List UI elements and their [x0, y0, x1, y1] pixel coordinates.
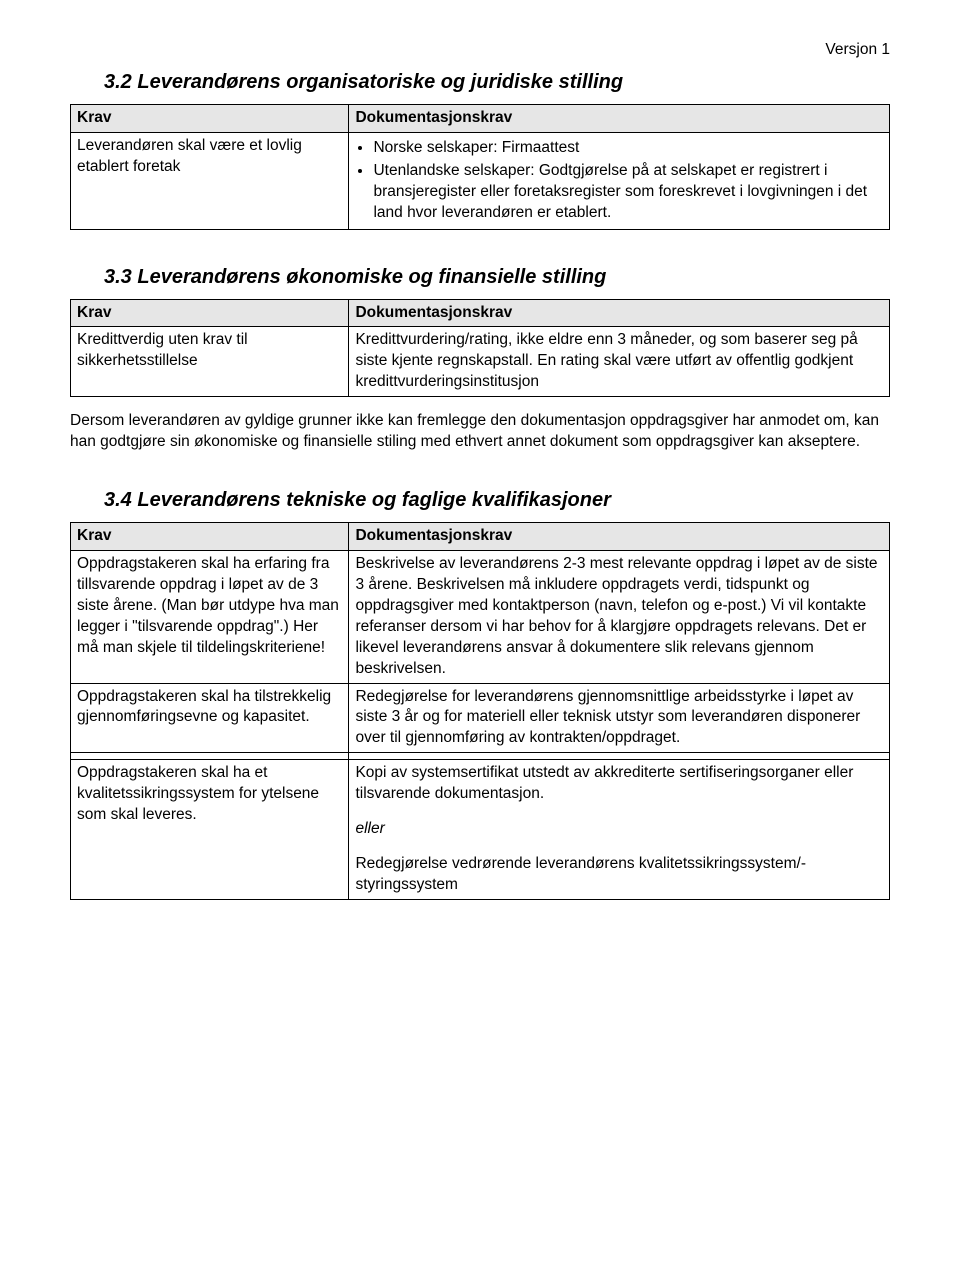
cell-dok: Kredittvurdering/rating, ikke eldre enn … [349, 327, 890, 397]
table-header-row: Krav Dokumentasjonskrav [71, 104, 890, 132]
cell-krav: Leverandøren skal være et lovlig etabler… [71, 132, 349, 229]
header-krav: Krav [71, 523, 349, 551]
dok-text-eller: eller [355, 819, 883, 840]
dok-text-b: Redegjørelse vedrørende leverandørens kv… [355, 854, 883, 896]
heading-3-4: 3.4 Leverandørens tekniske og faglige kv… [104, 487, 890, 514]
cell-empty [71, 753, 349, 760]
header-dok: Dokumentasjonskrav [349, 104, 890, 132]
cell-dok: Kopi av systemsertifikat utstedt av akkr… [349, 760, 890, 900]
table-row: Oppdragstakeren skal ha tilstrekkelig gj… [71, 683, 890, 753]
table-row: Oppdragstakeren skal ha erfaring fra til… [71, 550, 890, 683]
bullet-item: Norske selskaper: Firmaattest [373, 138, 883, 159]
table-3-4: Krav Dokumentasjonskrav Oppdragstakeren … [70, 522, 890, 900]
header-dok: Dokumentasjonskrav [349, 523, 890, 551]
table-3-2: Krav Dokumentasjonskrav Leverandøren ska… [70, 104, 890, 230]
table-row: Oppdragstakeren skal ha et kvalitetssikr… [71, 760, 890, 900]
cell-krav: Oppdragstakeren skal ha et kvalitetssikr… [71, 760, 349, 900]
table-row: Leverandøren skal være et lovlig etabler… [71, 132, 890, 229]
cell-krav: Oppdragstakeren skal ha tilstrekkelig gj… [71, 683, 349, 753]
table-header-row: Krav Dokumentasjonskrav [71, 523, 890, 551]
cell-krav: Oppdragstakeren skal ha erfaring fra til… [71, 550, 349, 683]
heading-3-2: 3.2 Leverandørens organisatoriske og jur… [104, 69, 890, 96]
cell-dok: Norske selskaper: Firmaattest Utenlandsk… [349, 132, 890, 229]
cell-dok: Beskrivelse av leverandørens 2-3 mest re… [349, 550, 890, 683]
header-krav: Krav [71, 299, 349, 327]
header-dok: Dokumentasjonskrav [349, 299, 890, 327]
paragraph-3-3: Dersom leverandøren av gyldige grunner i… [70, 411, 890, 453]
version-label: Versjon 1 [70, 40, 890, 61]
heading-3-3: 3.3 Leverandørens økonomiske og finansie… [104, 264, 890, 291]
cell-krav: Kredittverdig uten krav til sikkerhetsst… [71, 327, 349, 397]
cell-dok: Redegjørelse for leverandørens gjennomsn… [349, 683, 890, 753]
table-row-spacer [71, 753, 890, 760]
cell-empty [349, 753, 890, 760]
table-header-row: Krav Dokumentasjonskrav [71, 299, 890, 327]
header-krav: Krav [71, 104, 349, 132]
table-3-3: Krav Dokumentasjonskrav Kredittverdig ut… [70, 299, 890, 398]
bullet-item: Utenlandske selskaper: Godtgjørelse på a… [373, 161, 883, 224]
table-row: Kredittverdig uten krav til sikkerhetsst… [71, 327, 890, 397]
dok-text-a: Kopi av systemsertifikat utstedt av akkr… [355, 763, 883, 805]
